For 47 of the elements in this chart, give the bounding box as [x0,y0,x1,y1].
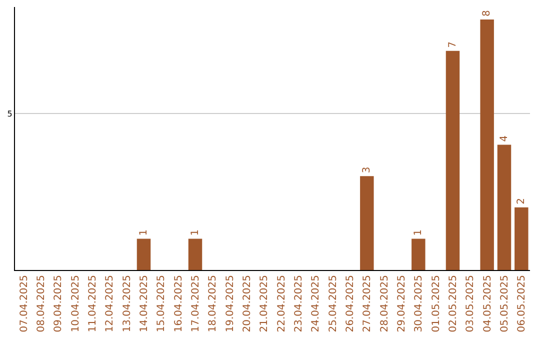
bar [446,50,460,270]
data-label: 3 [361,166,372,174]
bar [480,20,494,270]
x-tick-label: 10.04.2025 [70,275,82,332]
bar [188,238,202,270]
x-tick-label: 22.04.2025 [276,275,288,332]
data-label: 1 [138,229,150,236]
x-tick-label: 28.04.2025 [379,275,390,332]
x-tick-label: 20.04.2025 [242,275,253,332]
x-tick-label: 21.04.2025 [259,275,270,332]
x-tick-label: 30.04.2025 [414,275,425,332]
x-tick-label: 12.04.2025 [104,275,116,332]
x-tick-label: 24.04.2025 [310,275,322,332]
bar [514,207,528,270]
data-label: 1 [190,229,201,236]
bar [136,238,151,270]
x-tick-label: 29.04.2025 [396,275,408,332]
x-tick-label: 26.04.2025 [345,275,356,332]
x-tick-label: 03.05.2025 [465,275,476,332]
x-tick-label: 27.04.2025 [362,275,374,332]
x-tick-label: 04.05.2025 [482,275,494,332]
bar [412,238,426,270]
x-tick-label: 02.05.2025 [448,275,459,332]
data-label: 8 [482,10,493,17]
x-tick-label: 23.04.2025 [294,275,304,332]
x-tick-label: 13.04.2025 [122,275,133,332]
data-label: 2 [516,198,527,204]
x-tick-label: 07.04.2025 [18,275,30,332]
bar [497,144,512,270]
x-tick-label: 18.04.2025 [208,275,219,332]
x-tick-label: 01.05.2025 [430,275,442,332]
data-label: 1 [412,229,424,236]
x-tick-label: 06.05.2025 [516,275,528,332]
x-tick-label: 15.04.2025 [156,275,168,332]
x-tick-label: 16.04.2025 [173,275,184,332]
x-tick-label: 17.04.2025 [190,275,202,332]
x-tick-label: 11.04.2025 [88,275,98,332]
x-tick-label: 14.04.2025 [139,275,150,332]
data-label: 7 [447,41,458,48]
data-label: 4 [498,135,510,142]
x-tick-label: 08.04.2025 [36,275,47,332]
x-tick-label: 05.05.2025 [500,275,510,332]
bar [360,176,374,270]
y-tick-label: 5 [7,109,12,118]
x-tick-label: 25.04.2025 [328,275,339,332]
x-tick-label: 19.04.2025 [224,275,236,332]
x-tick-label: 09.04.2025 [53,275,64,332]
